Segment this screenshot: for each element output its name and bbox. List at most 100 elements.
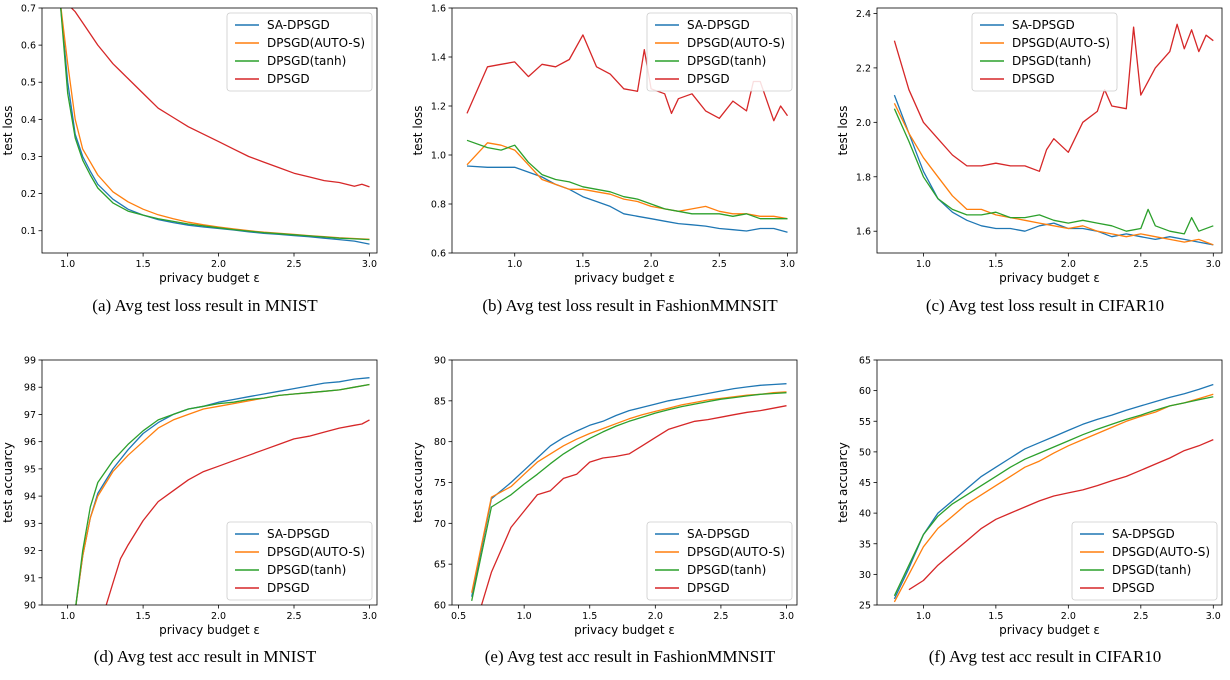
- caption-b: (b) Avg test loss result in FashionMMNSI…: [482, 296, 778, 315]
- y-tick-label-e-3: 75: [434, 478, 446, 489]
- series-line-b-2: [466, 139, 788, 220]
- legend-c: SA-DPSGD DPSGD(AUTO-S) DPSGD(tanh) DPSGD: [971, 12, 1118, 92]
- legend-label-b-0: SA-DPSGD: [687, 18, 750, 32]
- series-line-d-0: [75, 377, 370, 605]
- x-axis-label-b: privacy budget ε: [574, 271, 675, 285]
- y-tick-label-a-2: 0.3: [21, 152, 36, 163]
- y-tick-label-f-5: 50: [859, 447, 871, 458]
- y-tick-label-d-0: 90: [24, 601, 36, 612]
- x-tick-label-f-1: 1.5: [988, 611, 1003, 622]
- y-axis-label-e: test accuarcy: [411, 442, 425, 523]
- x-axis-label-c: privacy budget ε: [999, 271, 1100, 285]
- y-tick-label-d-7: 97: [24, 410, 36, 421]
- legend-box-b: [646, 12, 793, 92]
- legend-a: SA-DPSGD DPSGD(AUTO-S) DPSGD(tanh) DPSGD: [226, 12, 373, 92]
- series-line-c-2: [893, 108, 1214, 235]
- legend-label-c-1: DPSGD(AUTO-S): [1012, 36, 1110, 50]
- x-tick-label-c-4: 3.0: [1206, 259, 1221, 270]
- plot-frame-d: [41, 359, 378, 606]
- legend-box-d: [226, 521, 373, 601]
- legend-b: SA-DPSGD DPSGD(AUTO-S) DPSGD(tanh) DPSGD: [646, 12, 793, 92]
- series-line-e-0: [471, 383, 787, 597]
- x-tick-label-d-3: 2.5: [286, 611, 301, 622]
- y-tick-label-d-3: 93: [24, 519, 36, 530]
- legend-box-f: [1071, 521, 1218, 601]
- series-line-f-3: [908, 439, 1214, 591]
- y-tick-label-b-2: 1.0: [431, 151, 446, 162]
- y-tick-label-b-3: 1.2: [431, 102, 446, 113]
- y-tick-label-d-4: 94: [24, 492, 36, 503]
- y-axis-label-c: test loss: [836, 105, 850, 155]
- series-line-b-1: [466, 142, 788, 220]
- x-tick-label-e-2: 1.5: [582, 611, 597, 622]
- y-tick-label-f-2: 35: [859, 539, 871, 550]
- y-tick-label-f-6: 55: [859, 417, 871, 428]
- x-tick-label-e-1: 1.0: [517, 611, 532, 622]
- legend-label-b-2: DPSGD(tanh): [687, 54, 766, 68]
- x-axis-label-f: privacy budget ε: [999, 623, 1100, 637]
- legend-d: SA-DPSGD DPSGD(AUTO-S) DPSGD(tanh) DPSGD: [226, 521, 373, 601]
- y-tick-label-d-1: 91: [24, 573, 36, 584]
- caption-a: (a) Avg test loss result in MNIST: [92, 296, 318, 315]
- legend-label-c-2: DPSGD(tanh): [1012, 54, 1091, 68]
- y-tick-label-c-2: 2.0: [856, 118, 871, 129]
- x-axis-label-d: privacy budget ε: [159, 623, 260, 637]
- y-tick-label-b-0: 0.6: [431, 249, 446, 260]
- series-line-d-2: [75, 383, 370, 605]
- series-line-d-3: [105, 419, 370, 605]
- legend-label-d-1: DPSGD(AUTO-S): [267, 545, 365, 559]
- series-line-e-2: [471, 392, 787, 602]
- y-tick-label-f-1: 30: [859, 570, 871, 581]
- y-tick-label-a-0: 0.1: [21, 226, 36, 237]
- chart-d: 1.0 1.5 2.0 2.5 3.0 90 91 92 93 94 95 96 97 98 99 priva…: [1, 356, 378, 637]
- y-tick-label-f-0: 25: [859, 601, 871, 612]
- y-axis-label-b: test loss: [411, 105, 425, 155]
- y-tick-label-a-4: 0.5: [21, 78, 36, 89]
- y-tick-label-f-7: 60: [859, 386, 871, 397]
- y-tick-label-d-6: 96: [24, 437, 36, 448]
- plot-frame-a: [41, 7, 378, 254]
- caption-f: (f) Avg test acc result in CIFAR10: [928, 647, 1162, 666]
- chart-e: 0.5 1.0 1.5 2.0 2.5 3.0 60 65 70 75 80 85 90 privacy …: [411, 356, 798, 637]
- y-tick-label-c-4: 2.4: [856, 9, 871, 20]
- y-tick-label-d-5: 95: [24, 464, 36, 475]
- y-tick-label-a-1: 0.2: [21, 189, 36, 200]
- legend-label-c-3: DPSGD: [1012, 72, 1055, 86]
- y-tick-label-c-0: 1.6: [856, 227, 871, 238]
- legend-box-a: [226, 12, 373, 92]
- y-axis-label-a: test loss: [1, 105, 15, 155]
- legend-label-d-3: DPSGD: [267, 581, 310, 595]
- chart-f: 1.0 1.5 2.0 2.5 3.0 25 30 35 40 45 50 55 60 65 privacy…: [836, 356, 1223, 637]
- legend-label-e-2: DPSGD(tanh): [687, 563, 766, 577]
- legend-label-b-1: DPSGD(AUTO-S): [687, 36, 785, 50]
- y-tick-label-f-4: 45: [859, 478, 871, 489]
- legend-label-d-0: SA-DPSGD: [267, 527, 330, 541]
- chart-a: 1.0 1.5 2.0 2.5 3.0 0.1 0.2 0.3 0.4 0.5 0.6 0.7 priv…: [1, 4, 378, 285]
- legend-label-f-1: DPSGD(AUTO-S): [1112, 545, 1210, 559]
- y-tick-label-a-5: 0.6: [21, 41, 36, 52]
- y-tick-label-e-1: 65: [434, 560, 446, 571]
- y-tick-label-d-9: 99: [24, 356, 36, 367]
- x-tick-label-d-4: 3.0: [362, 611, 377, 622]
- legend-label-a-2: DPSGD(tanh): [267, 54, 346, 68]
- y-tick-label-b-4: 1.4: [431, 53, 446, 64]
- x-tick-label-e-5: 3.0: [779, 611, 794, 622]
- x-tick-label-c-3: 2.5: [1133, 259, 1148, 270]
- y-tick-label-d-2: 92: [24, 546, 36, 557]
- legend-f: SA-DPSGD DPSGD(AUTO-S) DPSGD(tanh) DPSGD: [1071, 521, 1218, 601]
- series-line-f-1: [893, 393, 1214, 603]
- x-tick-label-b-3: 2.5: [712, 259, 727, 270]
- y-tick-label-c-1: 1.8: [856, 172, 871, 183]
- series-line-a-0: [60, 8, 370, 245]
- caption-d: (d) Avg test acc result in MNIST: [93, 647, 317, 666]
- y-tick-label-e-5: 85: [434, 396, 446, 407]
- x-tick-label-f-3: 2.5: [1133, 611, 1148, 622]
- legend-label-e-3: DPSGD: [687, 581, 730, 595]
- y-tick-label-e-2: 70: [434, 519, 446, 530]
- x-tick-label-b-0: 1.0: [507, 259, 522, 270]
- series-line-a-3: [70, 8, 370, 188]
- x-tick-label-c-0: 1.0: [916, 259, 931, 270]
- x-tick-label-a-3: 2.5: [286, 259, 301, 270]
